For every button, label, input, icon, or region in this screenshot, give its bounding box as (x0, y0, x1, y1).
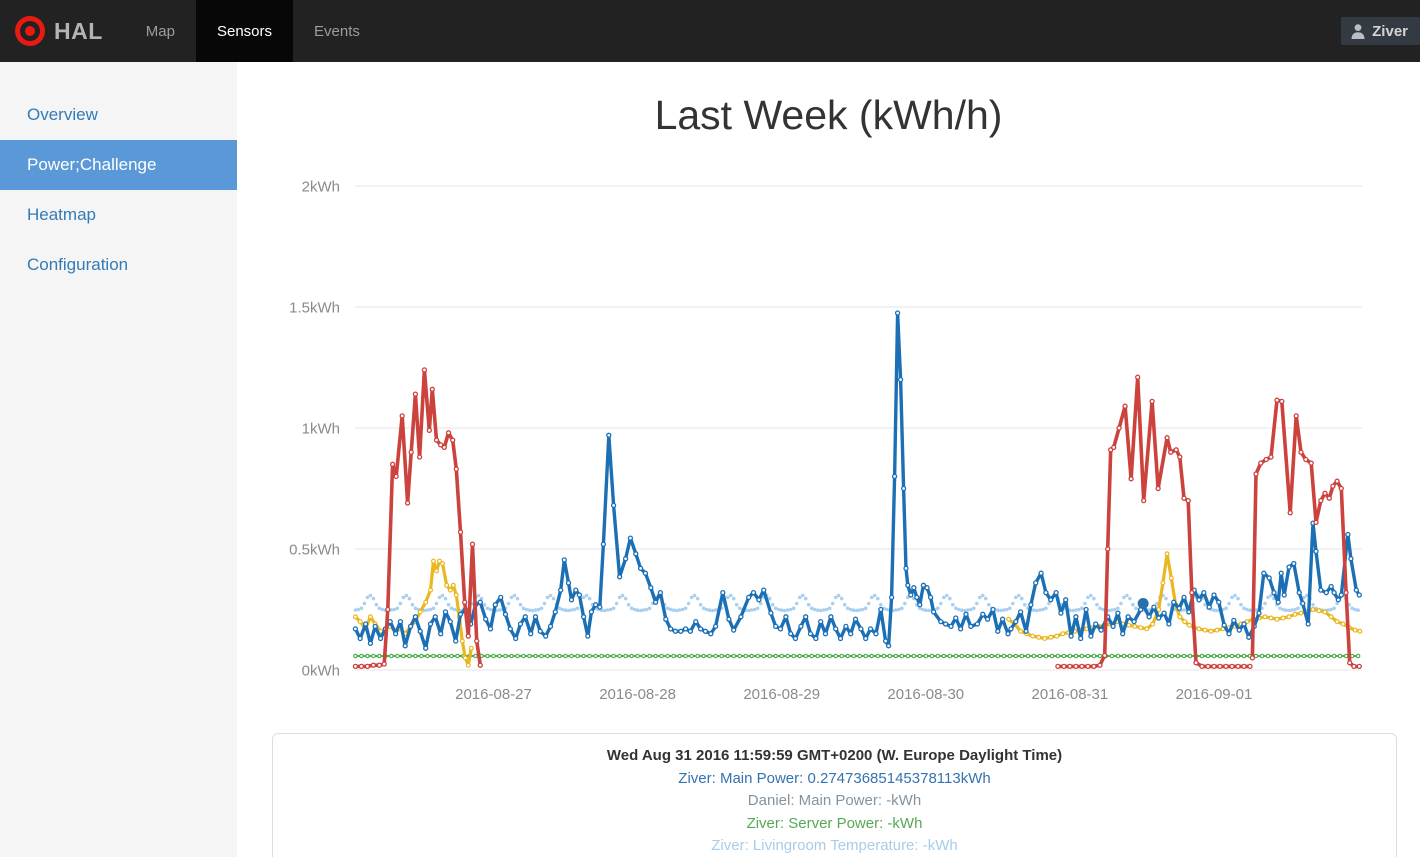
tooltip-timestamp: Wed Aug 31 2016 11:59:59 GMT+0200 (W. Eu… (606, 747, 1063, 764)
y-axis-tick-label: 2kWh (302, 179, 340, 196)
brand-link[interactable]: HAL (0, 0, 117, 62)
top-navbar: HAL Map Sensors Events Ziver (0, 0, 1420, 62)
sidebar-item-configuration[interactable]: Configuration (27, 255, 129, 274)
chart-grid: 0kWh 0.5kWh 1kWh 1.5kWh 2kWh 2016-08-27 2016-0… (289, 179, 1362, 703)
x-axis-tick-label: 2016-08-30 (887, 686, 964, 703)
y-axis-tick-label: 1kWh (302, 421, 340, 438)
tooltip-entry-ziver-main-power: Ziver: Main Power: 0.27473685145378113kW… (678, 769, 991, 787)
sidebar: Overview Power;Challenge Heatmap Configu… (0, 62, 237, 857)
tooltip-entry-ziver-server-power: Ziver: Server Power: -kWh (746, 814, 923, 832)
chart-title: Last Week (kWh/h) (654, 92, 1003, 138)
user-name: Ziver (1372, 22, 1408, 40)
nav-tab-events[interactable]: Events (314, 22, 360, 40)
user-icon (1351, 24, 1365, 39)
sidebar-item-power-challenge[interactable]: Power;Challenge (0, 140, 237, 190)
navbar-tabs: Map Sensors Events (125, 0, 381, 62)
x-axis-tick-label: 2016-08-31 (1032, 686, 1109, 703)
x-axis-tick-label: 2016-09-01 (1176, 686, 1253, 703)
y-axis-tick-label: 0.5kWh (289, 542, 340, 559)
brand-name: HAL (54, 17, 103, 44)
series-ziver-main-power (352, 310, 1362, 651)
series-daniel-main-power (352, 367, 1362, 670)
tooltip-entry-daniel-main-power: Daniel: Main Power: -kWh (747, 792, 922, 809)
x-axis-tick-label: 2016-08-28 (599, 686, 676, 703)
sidebar-item-heatmap[interactable]: Heatmap (27, 205, 96, 224)
y-axis-tick-label: 0kWh (302, 663, 340, 680)
navbar-spacer (381, 0, 1341, 62)
nav-tab-sensors[interactable]: Sensors (195, 0, 293, 62)
sidebar-item-overview[interactable]: Overview (27, 105, 98, 124)
hal-logo-icon (15, 16, 45, 46)
x-axis-tick-label: 2016-08-27 (455, 686, 532, 703)
chart-tooltip-panel: Wed Aug 31 2016 11:59:59 GMT+0200 (W. Eu… (272, 733, 1397, 857)
hover-point-marker (1137, 598, 1149, 610)
user-menu-button[interactable]: Ziver (1341, 17, 1420, 45)
series-ziver-server-power (353, 653, 1361, 659)
nav-tab-map[interactable]: Map (145, 22, 175, 40)
tooltip-entry-ziver-livingroom-temperature: Ziver: Livingroom Temperature: -kWh (711, 837, 958, 854)
power-chart[interactable]: 0kWh 0.5kWh 1kWh 1.5kWh 2kWh 2016-08-27 2016-0… (0, 0, 1420, 730)
x-axis-tick-label: 2016-08-29 (743, 686, 820, 703)
y-axis-tick-label: 1.5kWh (289, 300, 340, 317)
